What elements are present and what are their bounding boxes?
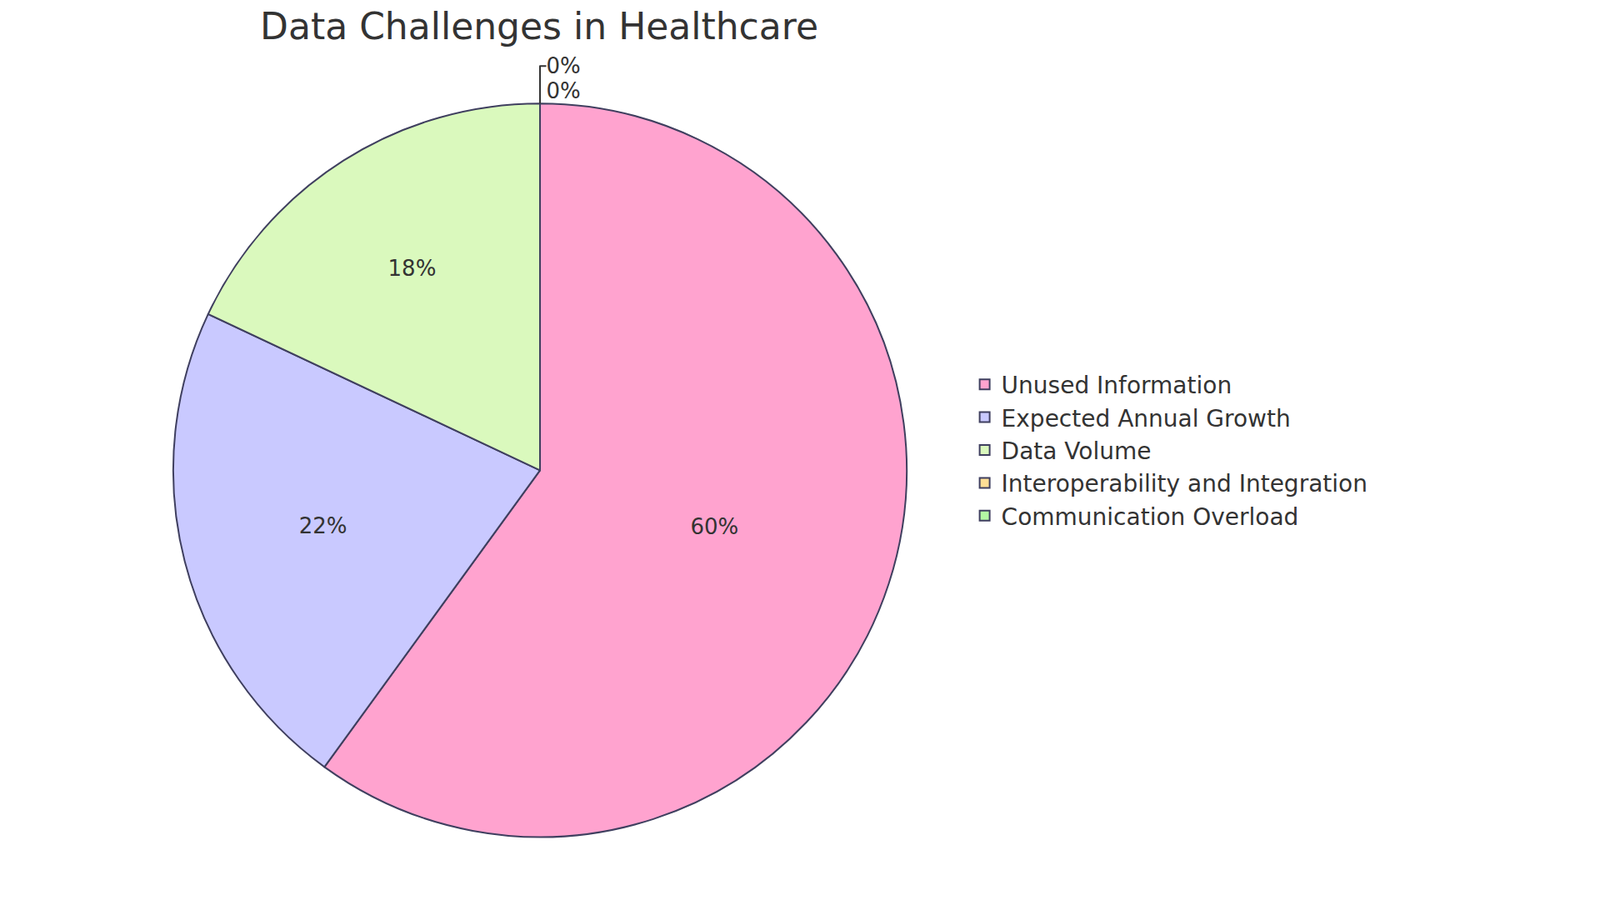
svg-text:Data Challenges in Healthcare: Data Challenges in Healthcare <box>260 5 819 48</box>
svg-text:18%: 18% <box>388 255 437 281</box>
svg-text:0%: 0% <box>546 78 581 104</box>
svg-text:Expected Annual Growth: Expected Annual Growth <box>1001 405 1291 433</box>
svg-text:0%: 0% <box>546 53 581 79</box>
svg-text:Interoperability and Integrati: Interoperability and Integration <box>1001 470 1368 498</box>
svg-text:60%: 60% <box>690 514 739 540</box>
svg-text:22%: 22% <box>299 513 348 539</box>
svg-text:Unused Information: Unused Information <box>1001 371 1233 400</box>
svg-text:Communication Overload: Communication Overload <box>1001 503 1300 531</box>
svg-text:Data Volume: Data Volume <box>1001 437 1152 465</box>
